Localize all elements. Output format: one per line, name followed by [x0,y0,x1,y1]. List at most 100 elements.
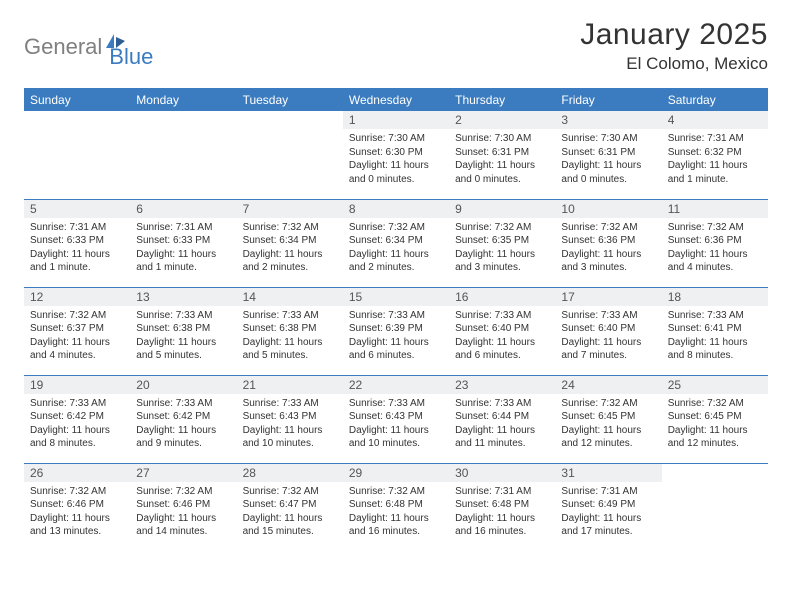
day-number: 7 [237,200,343,218]
day-details: Sunrise: 7:30 AMSunset: 6:31 PMDaylight:… [555,129,661,190]
calendar-cell: 17Sunrise: 7:33 AMSunset: 6:40 PMDayligh… [555,287,661,375]
day-details: Sunrise: 7:32 AMSunset: 6:36 PMDaylight:… [662,218,768,279]
calendar-cell: 7Sunrise: 7:32 AMSunset: 6:34 PMDaylight… [237,199,343,287]
calendar-cell: 22Sunrise: 7:33 AMSunset: 6:43 PMDayligh… [343,375,449,463]
day-details: Sunrise: 7:31 AMSunset: 6:49 PMDaylight:… [555,482,661,543]
calendar-cell: 9Sunrise: 7:32 AMSunset: 6:35 PMDaylight… [449,199,555,287]
day-number: 15 [343,288,449,306]
calendar-cell: 5Sunrise: 7:31 AMSunset: 6:33 PMDaylight… [24,199,130,287]
calendar-cell: 26Sunrise: 7:32 AMSunset: 6:46 PMDayligh… [24,463,130,551]
day-details: Sunrise: 7:31 AMSunset: 6:33 PMDaylight:… [130,218,236,279]
day-number: 22 [343,376,449,394]
day-number: 4 [662,111,768,129]
calendar-cell: 2Sunrise: 7:30 AMSunset: 6:31 PMDaylight… [449,111,555,199]
day-number: 16 [449,288,555,306]
calendar-row: ...1Sunrise: 7:30 AMSunset: 6:30 PMDayli… [24,111,768,199]
month-year: January 2025 [580,18,768,52]
calendar-row: 12Sunrise: 7:32 AMSunset: 6:37 PMDayligh… [24,287,768,375]
calendar-cell: 12Sunrise: 7:32 AMSunset: 6:37 PMDayligh… [24,287,130,375]
day-details: Sunrise: 7:33 AMSunset: 6:42 PMDaylight:… [130,394,236,455]
day-number: 28 [237,464,343,482]
day-number: 5 [24,200,130,218]
calendar-cell: 13Sunrise: 7:33 AMSunset: 6:38 PMDayligh… [130,287,236,375]
day-number: 3 [555,111,661,129]
day-details: Sunrise: 7:31 AMSunset: 6:33 PMDaylight:… [24,218,130,279]
day-number: 24 [555,376,661,394]
weekday-header: Wednesday [343,89,449,112]
calendar-cell: . [130,111,236,199]
calendar-cell: 28Sunrise: 7:32 AMSunset: 6:47 PMDayligh… [237,463,343,551]
calendar-cell: 25Sunrise: 7:32 AMSunset: 6:45 PMDayligh… [662,375,768,463]
calendar-cell: . [24,111,130,199]
day-number: 12 [24,288,130,306]
weekday-header: Friday [555,89,661,112]
day-number: 19 [24,376,130,394]
calendar-cell: . [662,463,768,551]
calendar-row: 19Sunrise: 7:33 AMSunset: 6:42 PMDayligh… [24,375,768,463]
day-number: 18 [662,288,768,306]
calendar-row: 26Sunrise: 7:32 AMSunset: 6:46 PMDayligh… [24,463,768,551]
calendar-cell: 21Sunrise: 7:33 AMSunset: 6:43 PMDayligh… [237,375,343,463]
day-details: Sunrise: 7:33 AMSunset: 6:44 PMDaylight:… [449,394,555,455]
day-number: 23 [449,376,555,394]
title-block: January 2025 El Colomo, Mexico [580,18,768,74]
day-number: 1 [343,111,449,129]
day-number: 26 [24,464,130,482]
day-number: 8 [343,200,449,218]
day-details: Sunrise: 7:33 AMSunset: 6:43 PMDaylight:… [343,394,449,455]
day-details: Sunrise: 7:33 AMSunset: 6:40 PMDaylight:… [449,306,555,367]
calendar-cell: 16Sunrise: 7:33 AMSunset: 6:40 PMDayligh… [449,287,555,375]
calendar-cell: 1Sunrise: 7:30 AMSunset: 6:30 PMDaylight… [343,111,449,199]
day-number: 14 [237,288,343,306]
calendar-body: ...1Sunrise: 7:30 AMSunset: 6:30 PMDayli… [24,111,768,551]
day-details: Sunrise: 7:32 AMSunset: 6:37 PMDaylight:… [24,306,130,367]
calendar-cell: 3Sunrise: 7:30 AMSunset: 6:31 PMDaylight… [555,111,661,199]
day-number: 21 [237,376,343,394]
day-number: 27 [130,464,236,482]
calendar-cell: 4Sunrise: 7:31 AMSunset: 6:32 PMDaylight… [662,111,768,199]
brand-logo: General Blue [24,18,153,70]
day-details: Sunrise: 7:33 AMSunset: 6:43 PMDaylight:… [237,394,343,455]
day-details: Sunrise: 7:32 AMSunset: 6:45 PMDaylight:… [555,394,661,455]
day-number: 30 [449,464,555,482]
weekday-header-row: Sunday Monday Tuesday Wednesday Thursday… [24,89,768,112]
day-details: Sunrise: 7:30 AMSunset: 6:31 PMDaylight:… [449,129,555,190]
page-header: General Blue January 2025 El Colomo, Mex… [24,18,768,74]
day-details: Sunrise: 7:32 AMSunset: 6:34 PMDaylight:… [343,218,449,279]
calendar-cell: 6Sunrise: 7:31 AMSunset: 6:33 PMDaylight… [130,199,236,287]
day-number: 6 [130,200,236,218]
brand-word2: Blue [109,44,153,70]
calendar-cell: 20Sunrise: 7:33 AMSunset: 6:42 PMDayligh… [130,375,236,463]
calendar-cell: 30Sunrise: 7:31 AMSunset: 6:48 PMDayligh… [449,463,555,551]
weekday-header: Monday [130,89,236,112]
calendar-cell: 19Sunrise: 7:33 AMSunset: 6:42 PMDayligh… [24,375,130,463]
calendar-cell: 11Sunrise: 7:32 AMSunset: 6:36 PMDayligh… [662,199,768,287]
day-details: Sunrise: 7:32 AMSunset: 6:47 PMDaylight:… [237,482,343,543]
day-details: Sunrise: 7:32 AMSunset: 6:35 PMDaylight:… [449,218,555,279]
day-details: Sunrise: 7:33 AMSunset: 6:38 PMDaylight:… [237,306,343,367]
day-details: Sunrise: 7:33 AMSunset: 6:41 PMDaylight:… [662,306,768,367]
calendar-cell: 31Sunrise: 7:31 AMSunset: 6:49 PMDayligh… [555,463,661,551]
day-number: 11 [662,200,768,218]
day-details: Sunrise: 7:32 AMSunset: 6:45 PMDaylight:… [662,394,768,455]
day-details: Sunrise: 7:32 AMSunset: 6:48 PMDaylight:… [343,482,449,543]
calendar-cell: 10Sunrise: 7:32 AMSunset: 6:36 PMDayligh… [555,199,661,287]
day-number: 2 [449,111,555,129]
day-details: Sunrise: 7:33 AMSunset: 6:38 PMDaylight:… [130,306,236,367]
day-details: Sunrise: 7:33 AMSunset: 6:39 PMDaylight:… [343,306,449,367]
day-number: 20 [130,376,236,394]
calendar-cell: 14Sunrise: 7:33 AMSunset: 6:38 PMDayligh… [237,287,343,375]
weekday-header: Sunday [24,89,130,112]
weekday-header: Saturday [662,89,768,112]
weekday-header: Tuesday [237,89,343,112]
calendar-cell: 24Sunrise: 7:32 AMSunset: 6:45 PMDayligh… [555,375,661,463]
day-details: Sunrise: 7:31 AMSunset: 6:32 PMDaylight:… [662,129,768,190]
calendar-cell: 18Sunrise: 7:33 AMSunset: 6:41 PMDayligh… [662,287,768,375]
location: El Colomo, Mexico [580,54,768,74]
weekday-header: Thursday [449,89,555,112]
calendar-cell: 8Sunrise: 7:32 AMSunset: 6:34 PMDaylight… [343,199,449,287]
calendar-cell: . [237,111,343,199]
day-number: 25 [662,376,768,394]
day-details: Sunrise: 7:32 AMSunset: 6:46 PMDaylight:… [130,482,236,543]
day-number: 17 [555,288,661,306]
